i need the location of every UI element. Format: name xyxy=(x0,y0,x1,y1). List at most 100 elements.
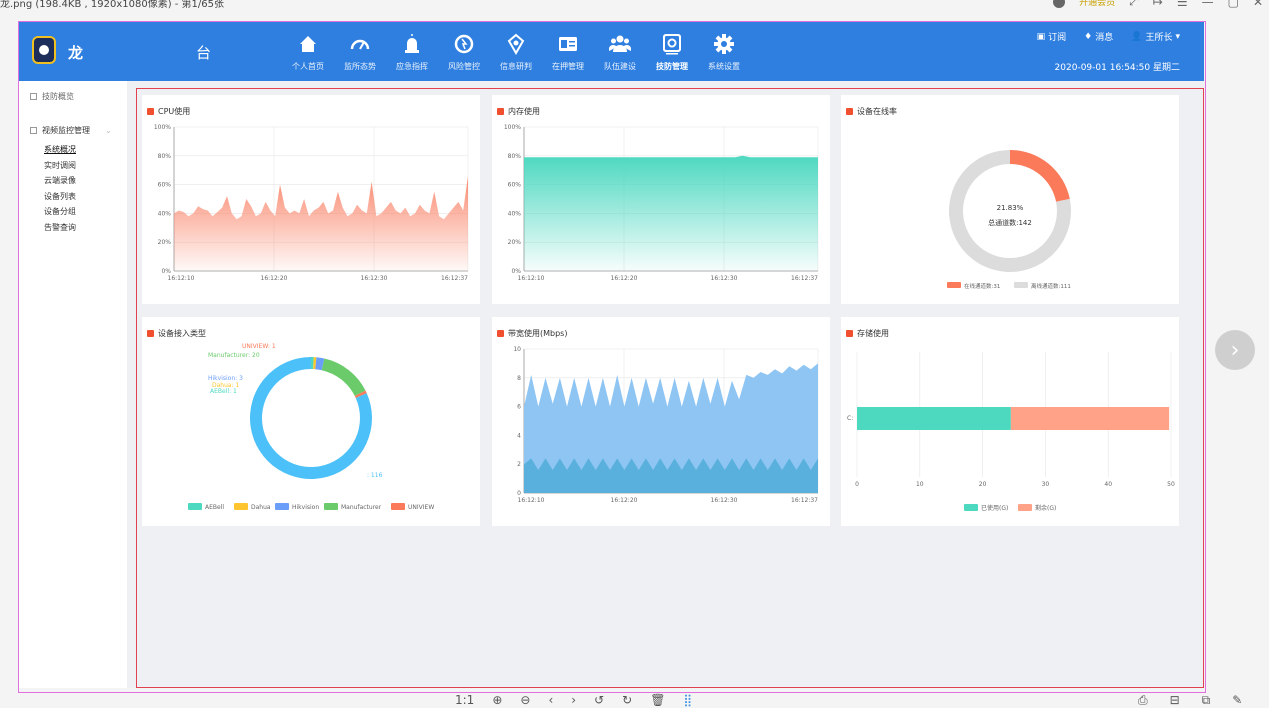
nav-item-8[interactable]: 系统设置 xyxy=(698,30,750,72)
nav-item-4[interactable]: 信息研判 xyxy=(490,30,542,72)
series-area xyxy=(174,176,468,271)
avatar-icon[interactable] xyxy=(1053,0,1066,8)
legend-label: Dahua xyxy=(251,504,271,511)
id-card-icon xyxy=(557,30,579,58)
chart-icon xyxy=(846,330,853,337)
fullscreen-icon[interactable]: ⤢ xyxy=(1129,0,1139,8)
nav-item-7[interactable]: 技防管理 xyxy=(646,30,698,72)
legend-label: 已使用(G) xyxy=(981,504,1008,512)
viewer-window-controls: 开通会员 ⤢ ↦ ☰ — ▢ ✕ xyxy=(1053,0,1263,9)
sidebar-subitem[interactable]: 设备分组 xyxy=(44,207,76,216)
pie-slice xyxy=(321,358,366,397)
nav-item-5[interactable]: 在押管理 xyxy=(542,30,594,72)
sidebar-item-overview[interactable]: 技防概览 xyxy=(30,91,74,102)
brand-name: 龙 xyxy=(68,44,84,62)
nav-item-0[interactable]: 个人首页 xyxy=(282,30,334,72)
minimize-icon[interactable]: — xyxy=(1201,0,1214,9)
legend-swatch xyxy=(1018,504,1032,511)
rotate-left-icon[interactable]: ↺ xyxy=(594,693,605,707)
legend-swatch xyxy=(275,503,289,510)
y-tick-label: 8 xyxy=(517,375,521,382)
menu-icon[interactable]: ☰ xyxy=(1176,0,1188,9)
x-tick-label: 16:12:37 xyxy=(441,275,468,282)
nav-item-label: 在押管理 xyxy=(552,62,584,71)
pie-slice xyxy=(315,357,325,371)
x-tick-label: 16:12:10 xyxy=(168,275,195,282)
legend-swatch xyxy=(1014,282,1028,288)
card-title-text: 内存使用 xyxy=(508,107,540,116)
main-content: CPU使用 100% 80% 60% 40% 20% 0% 16:12:10 16:12:20… xyxy=(136,88,1204,688)
nav-item-label: 队伍建设 xyxy=(604,62,636,71)
x-tick-label: 16:12:30 xyxy=(711,275,738,282)
sidebar-subitem[interactable]: 设备列表 xyxy=(44,191,76,201)
gauge-icon xyxy=(349,30,371,58)
card-title-text: 存储使用 xyxy=(857,329,889,338)
card-title: 带宽使用(Mbps) xyxy=(497,328,567,339)
card-title-text: 带宽使用(Mbps) xyxy=(508,329,568,338)
card-title: 设备接入类型 xyxy=(147,328,206,339)
nav-item-label: 应急指挥 xyxy=(396,62,428,71)
nav-item-1[interactable]: 监所态势 xyxy=(334,30,386,72)
next-icon[interactable]: › xyxy=(571,693,577,707)
close-icon[interactable]: ✕ xyxy=(1252,0,1263,9)
series-area xyxy=(524,363,818,493)
slice-label: : 116 xyxy=(367,472,383,479)
sidebar-item-label: 视频监控管理 xyxy=(42,126,90,135)
nav-item-label: 信息研判 xyxy=(500,62,532,71)
memory-card: 内存使用 100% 80% 60% 40% 20% 0% 16:12:10 16:12:20 1… xyxy=(492,95,830,304)
thumbnails-icon[interactable]: ⣿ xyxy=(683,693,693,707)
sidebar-item-label: 技防概览 xyxy=(42,92,74,101)
maximize-icon[interactable]: ▢ xyxy=(1227,0,1239,9)
next-image-button[interactable]: › xyxy=(1215,330,1255,370)
gem-icon xyxy=(505,30,527,58)
delete-icon[interactable]: 🗑 xyxy=(650,693,666,707)
nav-item-label: 监所态势 xyxy=(344,62,376,71)
series-area xyxy=(524,155,818,271)
actual-size-icon[interactable]: 1:1 xyxy=(455,693,475,707)
vip-badge[interactable]: 开通会员 xyxy=(1079,0,1116,8)
card-title-text: 设备接入类型 xyxy=(158,329,206,338)
subscribe-label: 订阅 xyxy=(1048,33,1067,43)
pie-slice xyxy=(1010,150,1070,202)
x-tick-label: 40 xyxy=(1104,481,1112,488)
sidebar-subitem[interactable]: 实时调阅 xyxy=(44,160,76,170)
grid-icon xyxy=(30,93,37,100)
layout-icon[interactable]: ⊟ xyxy=(1169,693,1180,707)
chevron-down-icon: ⌄ xyxy=(105,126,112,135)
nav-item-3[interactable]: 风险管控 xyxy=(438,30,490,72)
access-type-card: 设备接入类型 UNIVIEW: 1 Manufacturer: 20 Hikvisi… xyxy=(142,317,480,526)
center-percent: 21.83% xyxy=(997,204,1024,212)
sidebar-subitem[interactable]: 告警查询 xyxy=(44,222,76,232)
print-icon[interactable]: ⎙ xyxy=(1138,692,1148,707)
slice-label: Hikvision: 3 xyxy=(208,375,243,382)
zoom-in-icon[interactable]: ⊕ xyxy=(492,693,503,707)
y-tick-label: 4 xyxy=(517,432,521,439)
subscribe-link[interactable]: ▣ 订阅 xyxy=(1036,31,1067,44)
nav-item-2[interactable]: 应急指挥 xyxy=(386,30,438,72)
police-badge-logo-icon xyxy=(32,36,56,64)
share-icon[interactable]: ↦ xyxy=(1152,0,1163,9)
card-title: 存储使用 xyxy=(846,328,889,339)
x-tick-label: 16:12:10 xyxy=(518,497,545,504)
message-link[interactable]: ♦ 消息 xyxy=(1084,31,1114,44)
edit-icon[interactable]: ✎ xyxy=(1232,693,1243,707)
copy-icon[interactable]: ⧉ xyxy=(1201,692,1211,707)
nav-item-label: 技防管理 xyxy=(656,62,688,71)
legend-label: Manufacturer xyxy=(341,504,382,511)
rotate-right-icon[interactable]: ↻ xyxy=(622,693,633,707)
top-right-links: ▣ 订阅 ♦ 消息 👤 王所长 ▾ xyxy=(1036,30,1180,44)
nav-item-6[interactable]: 队伍建设 xyxy=(594,30,646,72)
sidebar-subitem[interactable]: 系统概况 xyxy=(44,145,76,154)
sidebar: 技防概览 视频监控管理 ⌄ 系统概况实时调阅云端录像设备列表设备分组告警查询 xyxy=(18,81,127,688)
category-label: C: xyxy=(847,415,853,422)
legend-label: AEBell xyxy=(205,504,224,511)
user-menu[interactable]: 👤 王所长 ▾ xyxy=(1131,31,1180,44)
zoom-out-icon[interactable]: ⊖ xyxy=(520,693,531,707)
legend-swatch xyxy=(964,504,978,511)
y-tick-label: 100% xyxy=(504,124,521,131)
sidebar-subitem[interactable]: 云端录像 xyxy=(44,176,76,185)
prev-icon[interactable]: ‹ xyxy=(548,693,554,707)
chart-icon xyxy=(147,330,154,337)
sidebar-item-video[interactable]: 视频监控管理 ⌄ xyxy=(30,125,112,136)
